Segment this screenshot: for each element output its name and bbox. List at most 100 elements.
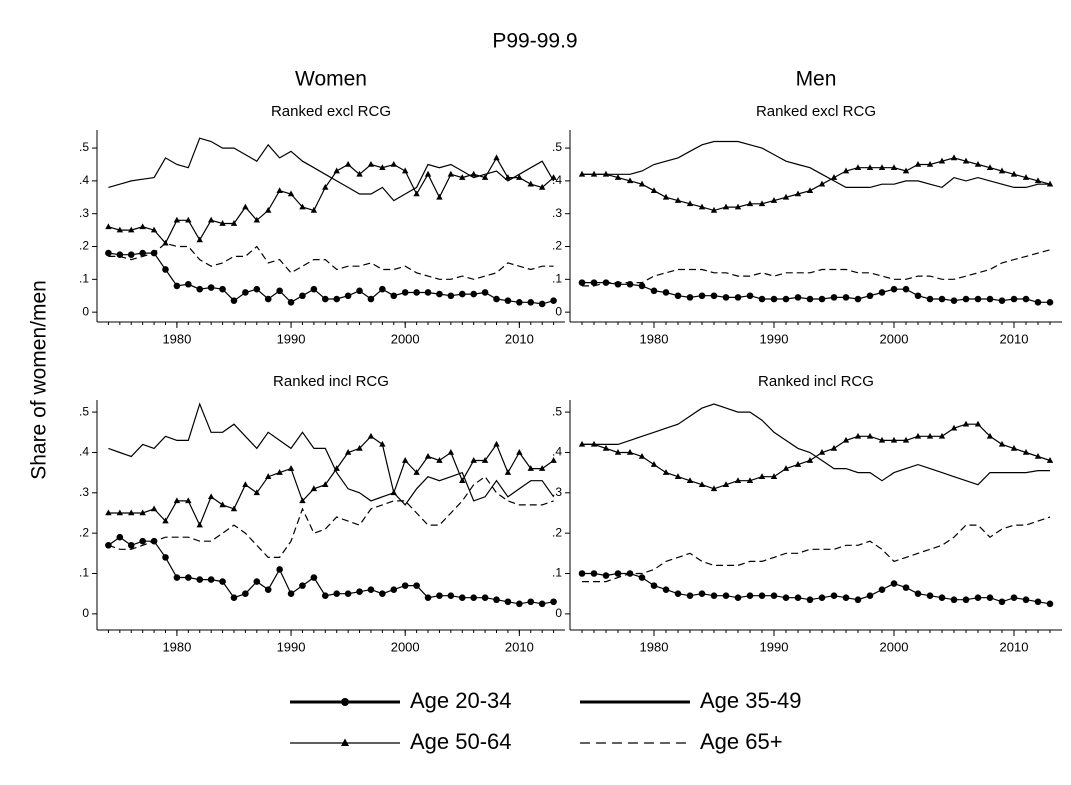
point — [276, 469, 283, 475]
column-title: Men — [796, 68, 837, 91]
point — [310, 285, 318, 293]
point — [962, 157, 970, 164]
point — [866, 292, 874, 300]
point — [185, 574, 192, 581]
point — [782, 295, 790, 303]
point — [1034, 177, 1042, 184]
point — [207, 284, 215, 291]
point — [1034, 452, 1042, 459]
point — [1046, 457, 1054, 463]
point — [830, 294, 838, 301]
y-tick-label: 0 — [82, 606, 89, 620]
point — [242, 289, 249, 296]
point — [674, 473, 682, 479]
y-tick-label: 0 — [555, 304, 562, 318]
point — [614, 280, 622, 288]
point — [746, 292, 754, 300]
point — [1034, 598, 1042, 606]
point — [321, 592, 329, 600]
point — [578, 170, 586, 177]
point — [424, 594, 432, 602]
point — [734, 203, 742, 210]
point — [504, 297, 512, 304]
series-line — [582, 572, 1051, 605]
point — [379, 164, 386, 171]
point — [196, 285, 204, 293]
point — [538, 465, 546, 471]
point — [185, 280, 192, 288]
y-tick-label: .2 — [552, 239, 562, 253]
point — [722, 481, 730, 488]
point — [686, 477, 694, 484]
point — [230, 594, 238, 602]
point — [379, 440, 386, 447]
point — [710, 592, 718, 600]
point — [770, 592, 778, 600]
point — [253, 489, 261, 496]
point — [590, 440, 598, 447]
point — [698, 203, 706, 210]
point — [527, 180, 534, 187]
point — [998, 167, 1006, 174]
point — [527, 465, 534, 471]
point — [413, 469, 420, 475]
series-line — [582, 282, 1050, 303]
point — [662, 289, 670, 296]
point — [287, 299, 295, 306]
point — [424, 452, 432, 459]
point — [722, 203, 730, 210]
point — [986, 432, 994, 439]
x-tick-label: 2000 — [880, 639, 909, 654]
point — [1010, 594, 1018, 602]
point — [219, 578, 226, 585]
point — [436, 290, 443, 298]
point — [926, 592, 934, 600]
point — [938, 295, 946, 303]
point — [1022, 596, 1030, 604]
y-tick-label: .4 — [79, 445, 89, 459]
point — [493, 440, 500, 447]
point — [276, 287, 283, 295]
point — [481, 289, 489, 296]
point — [830, 444, 838, 451]
panel-subtitle: Ranked incl RCG — [273, 373, 389, 390]
point — [127, 541, 135, 549]
point — [470, 170, 477, 177]
y-tick-label: 0 — [82, 304, 89, 318]
point — [173, 216, 181, 223]
point — [219, 220, 226, 226]
series-line — [582, 140, 1050, 189]
point — [938, 432, 946, 439]
point — [662, 193, 670, 200]
point — [527, 598, 535, 606]
point — [902, 285, 910, 293]
point — [734, 594, 742, 602]
series-line — [582, 516, 1051, 583]
point — [367, 432, 375, 439]
point — [878, 436, 886, 443]
x-tick-label: 2010 — [505, 639, 534, 654]
column-title: Women — [295, 68, 367, 91]
point — [818, 295, 826, 303]
point — [401, 582, 409, 589]
point — [602, 572, 610, 579]
point — [890, 436, 898, 443]
point — [650, 461, 658, 467]
point — [162, 266, 169, 273]
point — [481, 457, 489, 463]
y-tick-label: .3 — [552, 206, 562, 220]
point — [196, 236, 203, 243]
point — [662, 586, 670, 593]
point — [890, 164, 898, 171]
point — [276, 187, 283, 194]
point — [782, 594, 790, 602]
point — [890, 580, 898, 587]
point — [818, 180, 826, 187]
point — [1010, 170, 1018, 177]
point — [842, 294, 850, 301]
x-tick-label: 2000 — [391, 331, 420, 346]
point — [390, 160, 397, 167]
x-tick-label: 1980 — [640, 331, 669, 346]
point — [626, 448, 634, 455]
point — [710, 485, 718, 492]
